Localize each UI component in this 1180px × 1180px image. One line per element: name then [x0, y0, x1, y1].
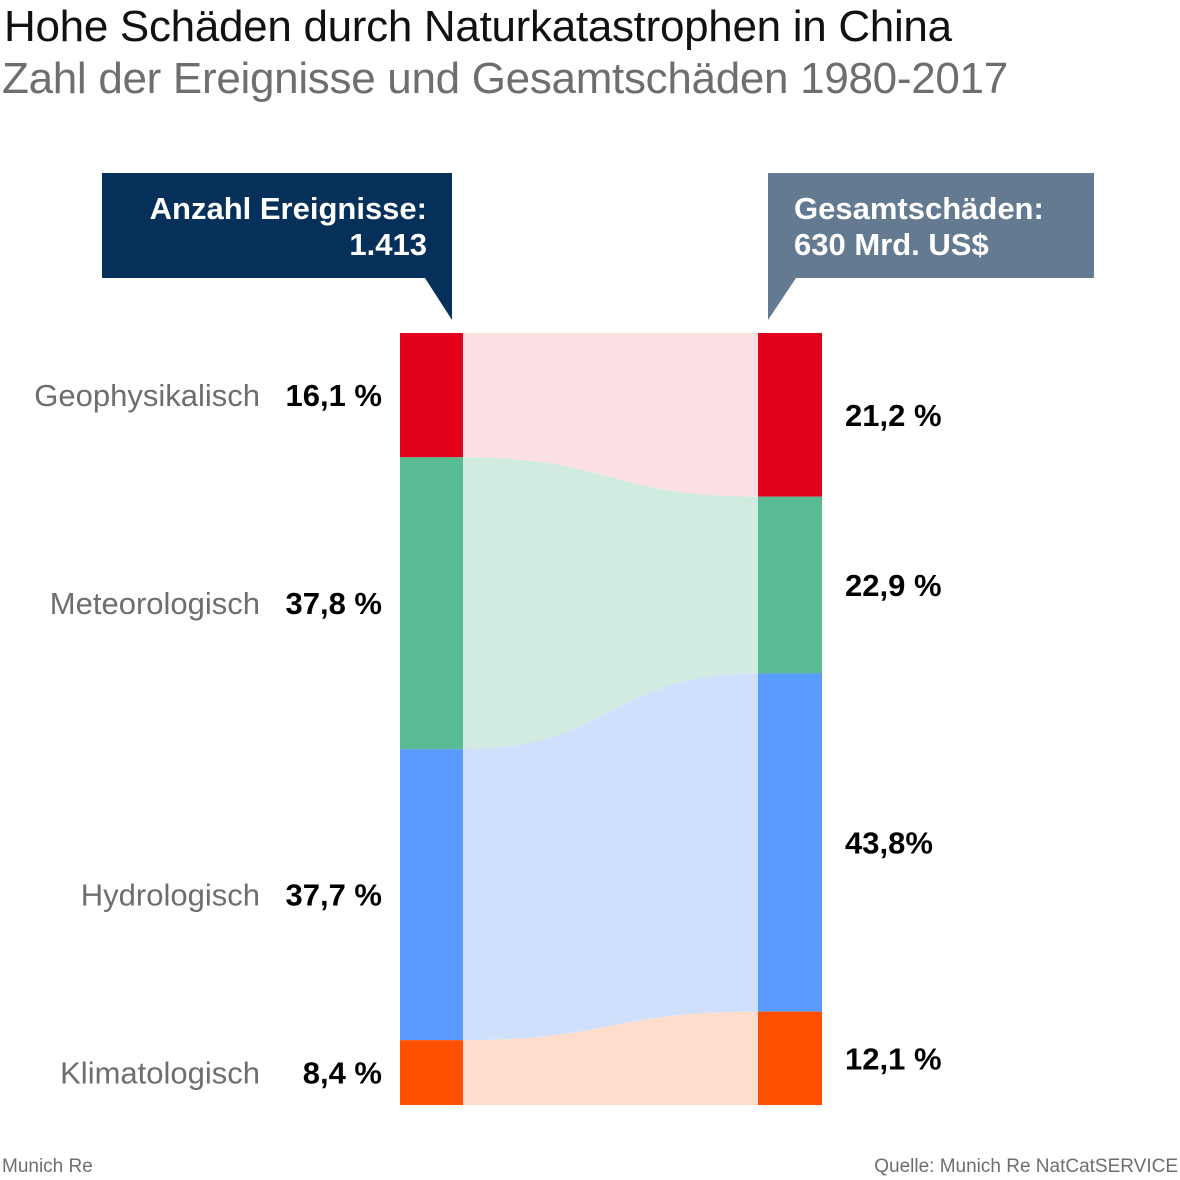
events-total-value: 1.413: [349, 227, 427, 262]
left-percent-label: 37,8 %: [285, 586, 382, 621]
left-callout-pointer: [425, 278, 452, 320]
right-percent-label: 22,9 %: [845, 568, 942, 603]
right-bar-klimatologisch: [758, 1011, 822, 1105]
left-bar-geophysikalisch: [400, 333, 463, 458]
category-label: Hydrologisch: [81, 878, 260, 913]
category-label: Geophysikalisch: [34, 378, 260, 413]
flow-geophysikalisch: [463, 333, 758, 497]
flow-meteorologisch: [463, 457, 758, 750]
right-percent-label: 12,1 %: [845, 1041, 942, 1076]
right-percent-label: 21,2 %: [845, 398, 942, 433]
flow-klimatologisch: [463, 1011, 758, 1105]
losses-total-callout: Gesamtschäden: 630 Mrd. US$: [768, 173, 1094, 278]
footer-source: Quelle: Munich Re NatCatSERVICE: [874, 1156, 1178, 1177]
losses-total-label: Gesamtschäden:: [794, 191, 1044, 226]
right-percent-label: 43,8%: [845, 826, 933, 861]
left-bar-meteorologisch: [400, 457, 463, 750]
left-percent-label: 16,1 %: [285, 378, 382, 413]
category-label: Meteorologisch: [50, 586, 260, 621]
left-bar-hydrologisch: [400, 749, 463, 1041]
category-label: Klimatologisch: [60, 1056, 260, 1091]
right-bar-geophysikalisch: [758, 333, 822, 497]
losses-total-value: 630 Mrd. US$: [794, 227, 989, 262]
flow-hydrologisch: [463, 673, 758, 1041]
left-bar-klimatologisch: [400, 1040, 463, 1105]
left-percent-label: 37,7 %: [285, 878, 382, 913]
left-percent-label: 8,4 %: [303, 1056, 382, 1091]
events-total-label: Anzahl Ereignisse:: [149, 191, 427, 226]
right-bar-hydrologisch: [758, 673, 822, 1012]
right-callout-pointer: [768, 278, 796, 320]
footer-brand: Munich Re: [2, 1156, 93, 1177]
chart-subtitle: Zahl der Ereignisse und Gesamtschäden 19…: [2, 54, 1008, 103]
events-total-callout: Anzahl Ereignisse: 1.413: [102, 173, 452, 278]
right-bar-meteorologisch: [758, 496, 822, 674]
chart-title: Hohe Schäden durch Naturkatastrophen in …: [4, 2, 952, 51]
